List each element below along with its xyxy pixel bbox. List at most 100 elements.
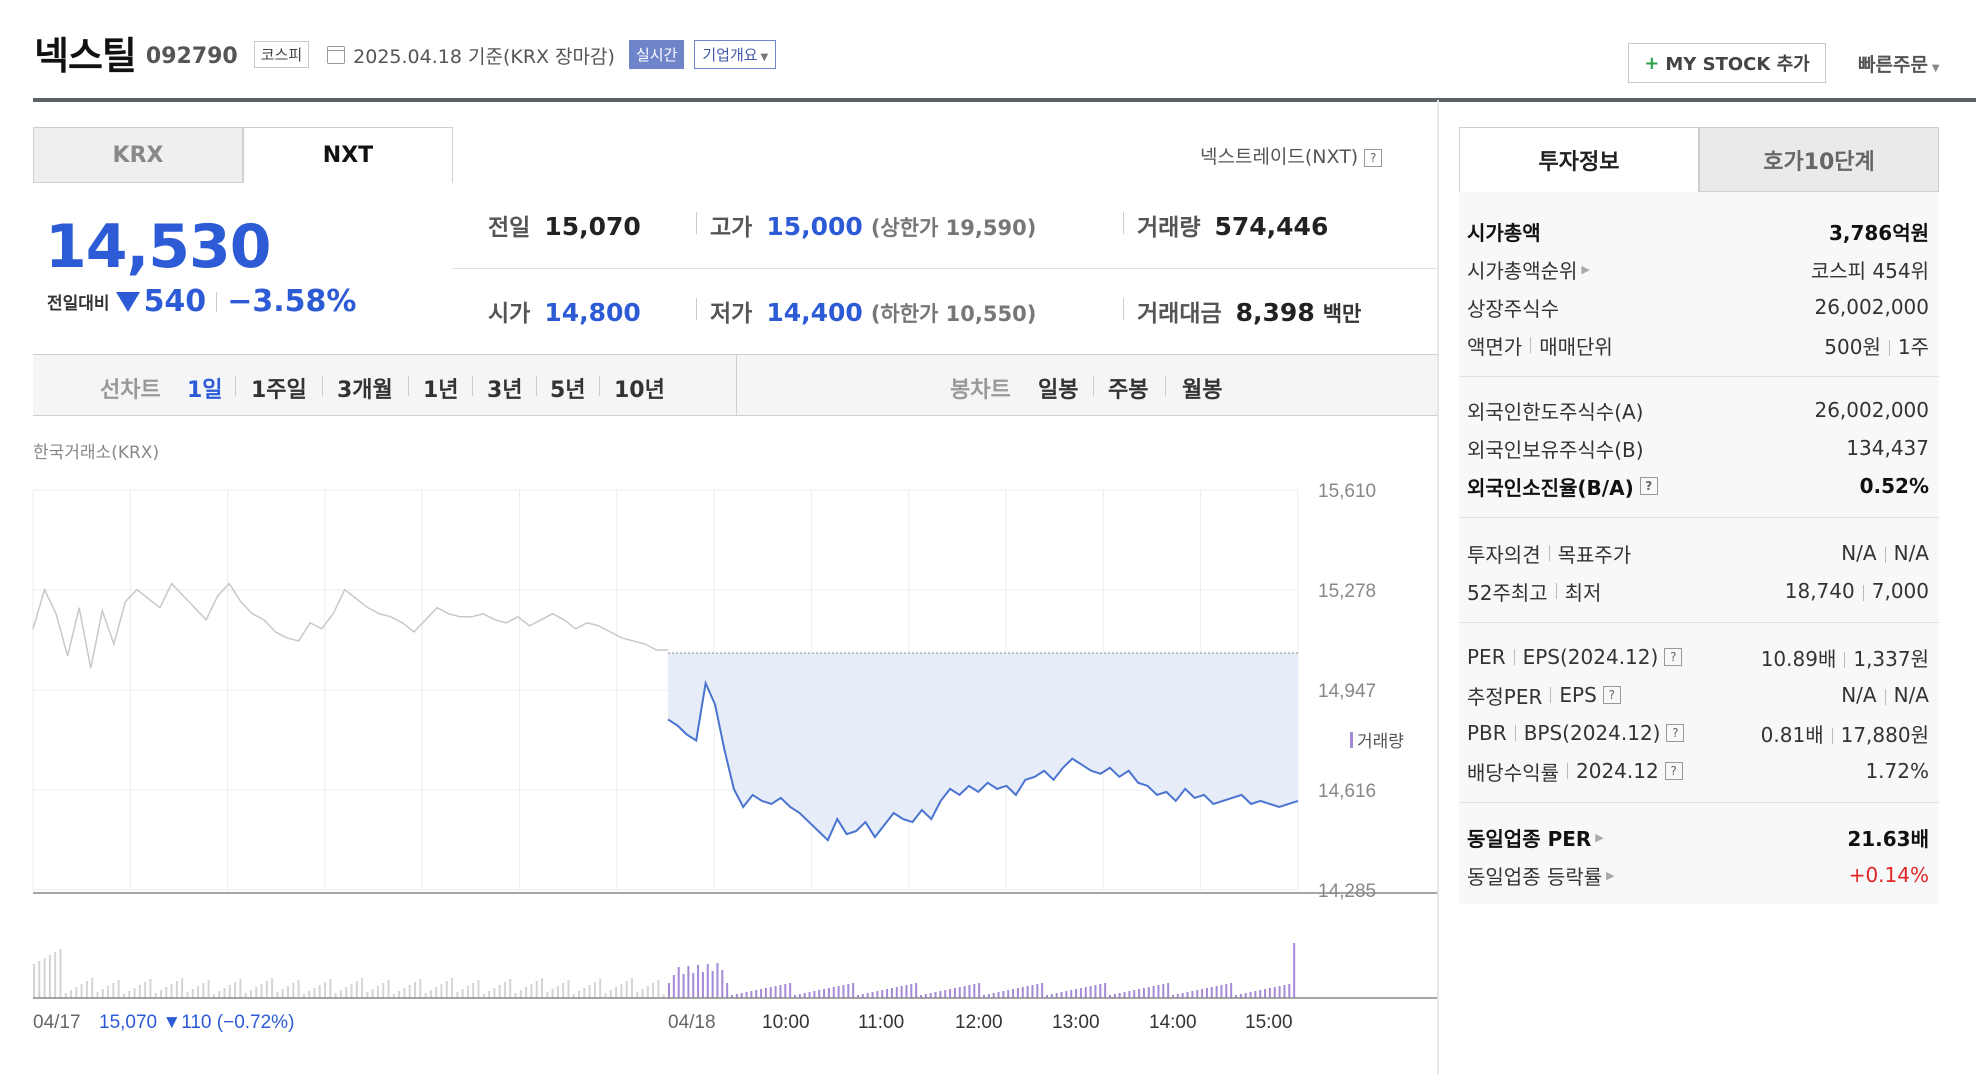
candle-monthly[interactable]: 월봉 (1182, 378, 1223, 403)
tab-order-book[interactable]: 호가10단계 (1699, 127, 1939, 192)
volume-bar (731, 995, 733, 998)
help-icon[interactable]: ? (1639, 477, 1658, 495)
trade-value-label: 거래대금 (1137, 301, 1222, 327)
volume-bar (1104, 983, 1107, 998)
low-label: 저가 (710, 301, 753, 327)
company-info-button[interactable]: 기업개요 ▼ (694, 39, 777, 69)
volume-bar (302, 994, 305, 998)
volume-bar (218, 991, 221, 998)
par-row: 액면가 매매단위 500원 1주 (1467, 326, 1929, 364)
x-tick-label: 04/18 (668, 1012, 716, 1033)
help-icon[interactable]: ? (1364, 148, 1383, 167)
period-divider (235, 376, 236, 396)
candle-weekly[interactable]: 주봉 (1108, 378, 1149, 403)
volume-bar (54, 952, 57, 998)
bps-value: 17,880원 (1840, 722, 1929, 747)
volume-bar (920, 995, 922, 998)
volume-bar (535, 981, 538, 998)
volume-bar (33, 964, 35, 998)
volume-bar (620, 984, 623, 998)
x-tick-label: 10:00 (762, 1012, 810, 1033)
volume-bar (202, 983, 205, 998)
volume-bar (1142, 988, 1145, 998)
price-chart[interactable]: 15,610 15,278 14,947 14,616 14,285 거래량 04/17 04… (0, 470, 1437, 1050)
period-1y[interactable]: 1년 (423, 378, 459, 403)
tab-investment-info[interactable]: 투자정보 (1459, 127, 1699, 192)
volume-bar (482, 994, 485, 998)
y-tick-label: 14,616 (1318, 781, 1376, 802)
period-5y[interactable]: 5년 (550, 378, 586, 403)
volume-bar (677, 967, 680, 998)
info-divider (1459, 622, 1939, 623)
cap-rank-row[interactable]: 시가총액순위 ▶ 코스피 454위 (1467, 250, 1929, 288)
series-line-prev-day (32, 582, 668, 669)
volume-bar (424, 993, 427, 998)
y-tick-label: 15,278 (1318, 581, 1376, 602)
volume-bar (355, 981, 358, 998)
volume-bar (900, 986, 903, 998)
volume-bar (530, 984, 533, 998)
foreign-limit-row: 외국인한도주식수(A) 26,002,000 (1467, 391, 1929, 429)
period-3m[interactable]: 3개월 (337, 378, 393, 403)
industry-per-row[interactable]: 동일업종 PER ▶ 21.63배 (1467, 818, 1929, 856)
target-label: 목표주가 (1557, 542, 1632, 567)
tab-krx[interactable]: KRX (33, 127, 243, 183)
volume-label: 거래량 (1137, 215, 1201, 241)
help-icon[interactable]: ? (1602, 686, 1621, 704)
period-1w[interactable]: 1주일 (251, 378, 307, 403)
volume-bar (70, 990, 73, 998)
volume-bar (1186, 992, 1189, 998)
volume-bar (963, 986, 966, 998)
week52-row: 52주최고 최저 18,740 7,000 (1467, 572, 1929, 610)
volume-bar (91, 978, 94, 998)
period-1d[interactable]: 1일 (187, 378, 223, 403)
volume-bar (334, 993, 337, 998)
volume-bar (387, 980, 390, 998)
volume-bar (249, 990, 252, 998)
industry-change-label: 동일업종 등락률 (1467, 864, 1603, 889)
volume-bar (101, 989, 104, 998)
volume-bar (630, 978, 633, 998)
dividend-value: 1.72% (1865, 759, 1929, 783)
period-3y[interactable]: 3년 (487, 378, 523, 403)
volume-bar (668, 983, 670, 998)
volume-bar (440, 984, 443, 998)
period-divider (1093, 376, 1094, 396)
help-icon[interactable]: ? (1666, 724, 1685, 742)
help-icon[interactable]: ? (1664, 648, 1683, 666)
est-eps-value: N/A (1893, 683, 1929, 707)
x-tick-label: 13:00 (1052, 1012, 1100, 1033)
volume-bar (414, 982, 416, 998)
volume-bar (745, 992, 748, 998)
stock-header: 넥스틸 092790 코스피 2025.04.18 기준(KRX 장마감) 실시… (34, 30, 777, 78)
volume-bar (472, 983, 475, 998)
realtime-button[interactable]: 실시간 (628, 39, 685, 69)
volume-bar (1012, 989, 1015, 998)
volume-bar (672, 975, 675, 998)
market-badge: 코스피 (253, 40, 310, 68)
volume-legend-swatch (1350, 732, 1353, 748)
industry-change-row[interactable]: 동일업종 등락률 ▶ +0.14% (1467, 856, 1929, 894)
help-icon[interactable]: ? (1664, 762, 1683, 780)
line-chart-label: 선차트 (100, 378, 161, 403)
quick-order-button[interactable]: 빠른주문 ▼ (1858, 50, 1940, 77)
trade-value-unit: 백만 (1322, 302, 1362, 326)
upper-limit: (상한가 19,590) (870, 216, 1037, 240)
volume-bar (562, 983, 565, 998)
volume-bar (43, 958, 46, 998)
chevron-right-icon: ▶ (1581, 262, 1590, 276)
volume-bar (451, 978, 454, 998)
volume-bar (234, 982, 237, 998)
candle-daily[interactable]: 일봉 (1038, 378, 1079, 403)
change-label: 전일대비 (47, 294, 110, 314)
period-10y[interactable]: 10년 (614, 378, 665, 403)
volume-bar (1133, 990, 1136, 998)
tab-nxt[interactable]: NXT (243, 127, 453, 183)
volume-bar (1220, 985, 1223, 998)
add-mystock-button[interactable]: + MY STOCK 추가 (1628, 43, 1826, 83)
volume-bar (1109, 995, 1111, 998)
volume-bar (939, 991, 942, 998)
volume-bar (1007, 990, 1010, 998)
panel-divider (1437, 100, 1439, 1074)
info-divider (1459, 517, 1939, 518)
